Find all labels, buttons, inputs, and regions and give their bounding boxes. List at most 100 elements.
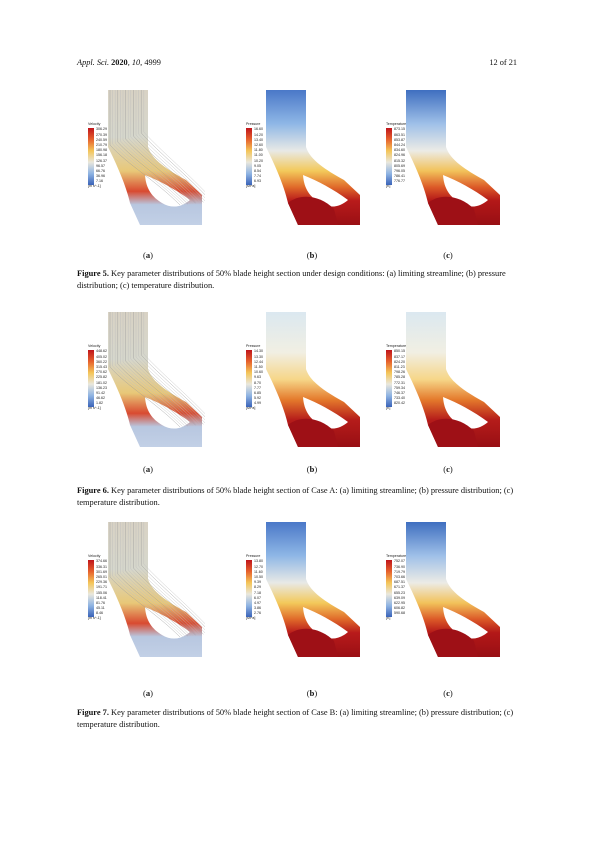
legend-tick-value: 448.62 — [96, 349, 107, 354]
legend-tick-value: 9.05 — [254, 163, 261, 168]
temperature-contour-plot — [406, 90, 500, 225]
legend-tick-value: 12.70 — [254, 564, 263, 569]
legend-tick-value: 7.16 — [96, 179, 103, 184]
legend-tick-value: 7.74 — [254, 174, 261, 179]
legend-tick-value: 853.87 — [394, 137, 405, 142]
legend-tick-value: 11.00 — [254, 153, 263, 158]
temperature-legend: Temperature 752.07 736.90 719.79 703.66 687.5… — [386, 554, 407, 620]
figure-caption-label: Figure 7. — [77, 708, 109, 717]
legend-tick-value: 12.60 — [254, 142, 263, 147]
legend-title: Temperature — [386, 554, 407, 558]
legend-tick-value: 14.20 — [254, 132, 263, 137]
pressure-legend: Pressure 14.30 13.30 12.44 11.50 10.60 9.63 8.7… — [246, 344, 263, 410]
legend-tick-value: 3.86 — [254, 606, 261, 611]
streamline — [115, 312, 186, 427]
legend-tick-value: 36.96 — [96, 174, 105, 179]
legend-tick-value: 10.50 — [254, 574, 263, 579]
figure-caption-text: Key parameter distributions of 50% blade… — [77, 486, 514, 508]
streamline — [109, 312, 181, 428]
legend-tick-value: 126.37 — [96, 158, 107, 163]
high-value-region — [288, 196, 338, 225]
streamline — [117, 522, 188, 637]
streamline — [109, 522, 181, 638]
streamline — [133, 90, 204, 203]
legend-tick-value: 11.60 — [254, 569, 263, 574]
legend-tick-value: 10.60 — [254, 370, 263, 375]
legend-tick-value: 9.63 — [254, 375, 261, 380]
colorbar — [246, 559, 252, 617]
legend-tick-value: 8.46 — [96, 611, 103, 616]
subfigure-label-b: (b) — [306, 464, 318, 474]
figure-6-panel-pressure — [248, 307, 363, 452]
pressure-contour-plot — [266, 90, 360, 225]
legend-tick-value: 746.37 — [394, 390, 405, 395]
legend-tick-value: 66.76 — [96, 168, 105, 173]
legend-tick-value: 2.76 — [254, 611, 261, 616]
streamline — [128, 522, 199, 636]
streamline — [141, 522, 205, 628]
streamline — [130, 90, 201, 203]
legend-tick-value: 12.44 — [254, 359, 263, 364]
legend-tick-value: 863.51 — [394, 132, 405, 137]
legend-tick-value: 6.93 — [254, 179, 261, 184]
subfigure-label-a: (a) — [143, 250, 153, 260]
year: 2020 — [111, 58, 128, 67]
legend-tick-value: 10.20 — [254, 158, 263, 163]
figure-5-panel-temperature — [388, 85, 503, 230]
temperature-legend: Temperature 873.15 863.51 853.87 844.24 834.6… — [386, 122, 406, 188]
legend-tick-value: 590.68 — [394, 611, 405, 616]
colorbar — [386, 559, 392, 617]
legend-tick-value: 45.11 — [96, 606, 105, 611]
legend-tick-value: 703.66 — [394, 574, 405, 579]
legend-tick-value: 772.31 — [394, 380, 405, 385]
velocity-legend: Velocity 374.66 336.31 301.69 265.01 229.36 19… — [88, 554, 107, 620]
colorbar — [246, 349, 252, 407]
colorbar — [246, 127, 252, 185]
legend-tick-value: 820.42 — [394, 401, 405, 406]
figure-caption: Figure 6. Key parameter distributions of… — [77, 485, 517, 510]
velocity-flow-passage — [108, 522, 202, 657]
streamline — [120, 312, 191, 426]
legend-tick-value: 798.26 — [394, 370, 405, 375]
velocity-legend: Velocity 306.29 270.39 240.59 210.79 180.98 15… — [88, 122, 107, 188]
streamline — [122, 312, 194, 426]
legend-title: Pressure — [246, 554, 261, 558]
streamline — [143, 522, 205, 625]
page-number: 12 of 21 — [489, 58, 517, 67]
legend-tick-value: 6.85 — [254, 390, 261, 395]
legend-tick-value: 733.40 — [394, 396, 405, 401]
figure-caption-text: Key parameter distributions of 50% blade… — [77, 708, 514, 730]
high-value-region — [288, 418, 338, 447]
article-number: 4999 — [144, 58, 161, 67]
temperature-contour-plot — [406, 312, 500, 447]
streamline — [115, 90, 186, 205]
legend-tick-value: 118.41 — [96, 595, 107, 600]
streamline — [128, 312, 199, 426]
streamline — [115, 522, 186, 637]
legend-tick-value: 1.82 — [96, 401, 103, 406]
legend-tick-value: 16.60 — [254, 127, 263, 132]
legend-tick-value: 736.90 — [394, 564, 405, 569]
legend-tick-value: 873.15 — [394, 127, 405, 132]
pressure-flow-passage — [266, 312, 360, 447]
legend-tick-value: 81.76 — [96, 600, 105, 605]
legend-tick-value: 4.97 — [254, 600, 261, 605]
legend-tick-value: 13.40 — [254, 137, 263, 142]
subfigure-label-c: (c) — [443, 464, 453, 474]
streamline — [138, 90, 205, 199]
legend-tick-value: 180.98 — [96, 148, 107, 153]
streamline — [130, 312, 201, 425]
legend-tick-value: 8.54 — [254, 168, 261, 173]
legend-unit: [K] — [386, 183, 391, 188]
streamline — [128, 90, 199, 204]
legend-tick-value: 785.28 — [394, 375, 405, 380]
legend-tick-value: 834.60 — [394, 148, 405, 153]
legend-tick-value: 315.43 — [96, 364, 107, 369]
legend-tick-value: 405.02 — [96, 354, 107, 359]
temperature-flow-passage — [406, 522, 500, 657]
legend-tick-value: 374.66 — [96, 559, 107, 564]
legend-tick-value: 13.30 — [254, 354, 263, 359]
figure-7-panel-temperature — [388, 517, 503, 662]
streamline — [120, 90, 191, 204]
legend-tick-value: 719.79 — [394, 569, 405, 574]
